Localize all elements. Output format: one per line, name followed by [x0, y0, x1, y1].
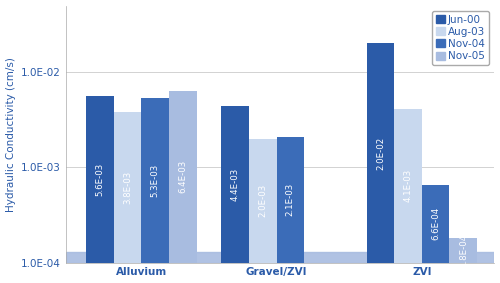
Text: 2.0E-03: 2.0E-03	[258, 184, 267, 217]
Bar	[249, 139, 276, 263]
Text: 2.0E-02: 2.0E-02	[376, 136, 385, 170]
Text: 4.4E-03: 4.4E-03	[230, 168, 239, 201]
Bar	[450, 238, 477, 263]
Text: 3.8E-03: 3.8E-03	[123, 171, 132, 204]
Text: 5.3E-03: 5.3E-03	[150, 164, 160, 197]
Text: 1.8E-04: 1.8E-04	[458, 234, 468, 267]
Bar	[422, 185, 450, 263]
Text: 6.4E-03: 6.4E-03	[178, 160, 188, 193]
Bar	[142, 98, 169, 263]
Bar	[276, 137, 304, 263]
Text: 5.6E-03: 5.6E-03	[96, 163, 104, 196]
Bar	[66, 252, 494, 263]
Bar	[394, 109, 422, 263]
Bar	[222, 106, 249, 263]
Bar	[114, 112, 141, 263]
Text: 6.6E-04: 6.6E-04	[431, 207, 440, 240]
Text: 4.1E-03: 4.1E-03	[404, 169, 412, 202]
Text: 2.1E-03: 2.1E-03	[286, 183, 295, 216]
Y-axis label: Hydraulic Conductivity (cm/s): Hydraulic Conductivity (cm/s)	[6, 57, 16, 211]
Legend: Jun-00, Aug-03, Nov-04, Nov-05: Jun-00, Aug-03, Nov-04, Nov-05	[432, 11, 489, 65]
Bar	[366, 44, 394, 263]
Bar	[169, 91, 196, 263]
Bar	[86, 96, 114, 263]
